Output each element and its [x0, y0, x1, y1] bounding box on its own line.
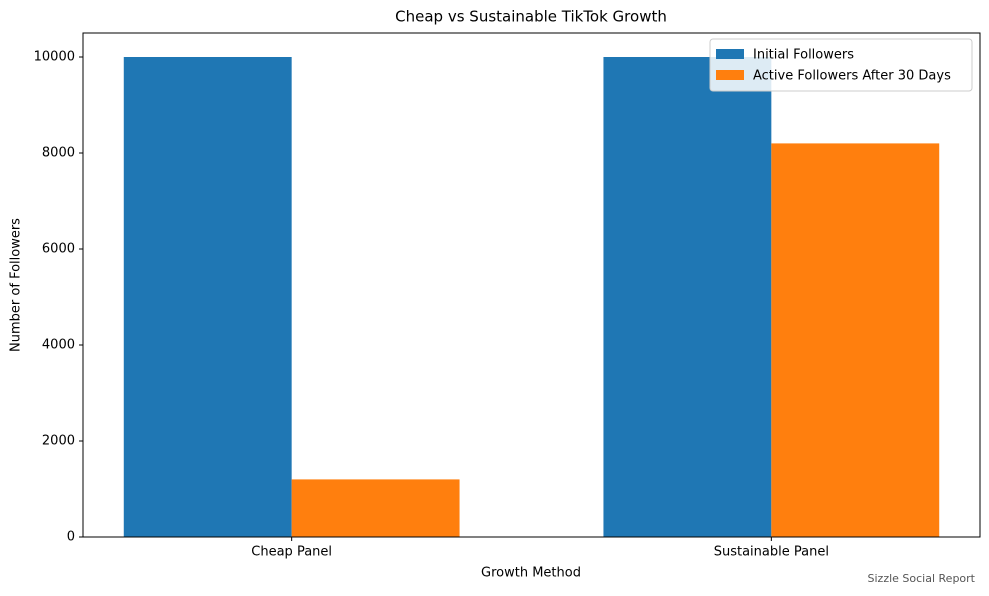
y-tick-label: 2000 — [42, 434, 75, 449]
legend-label: Active Followers After 30 Days — [753, 69, 951, 84]
y-tick-label: 10000 — [34, 50, 75, 65]
y-tick-label: 0 — [67, 530, 75, 545]
bar — [291, 479, 460, 537]
x-tick-label: Cheap Panel — [251, 545, 332, 560]
plot-frame — [82, 32, 981, 538]
y-tick-label: 8000 — [42, 146, 75, 161]
footnote: Sizzle Social Report — [868, 572, 976, 585]
bar — [771, 143, 940, 537]
y-tick-label: 6000 — [42, 242, 75, 257]
legend-swatch — [716, 49, 744, 59]
x-axis-label: Growth Method — [481, 566, 581, 581]
y-axis-label: Number of Followers — [9, 218, 24, 352]
bar — [603, 57, 772, 537]
chart-title: Cheap vs Sustainable TikTok Growth — [395, 8, 667, 26]
legend-box — [709, 38, 973, 92]
y-tick-label: 4000 — [42, 338, 75, 353]
x-tick-label: Sustainable Panel — [714, 545, 829, 560]
bar — [123, 57, 292, 537]
legend-label: Initial Followers — [753, 48, 854, 63]
legend-swatch — [716, 70, 744, 80]
